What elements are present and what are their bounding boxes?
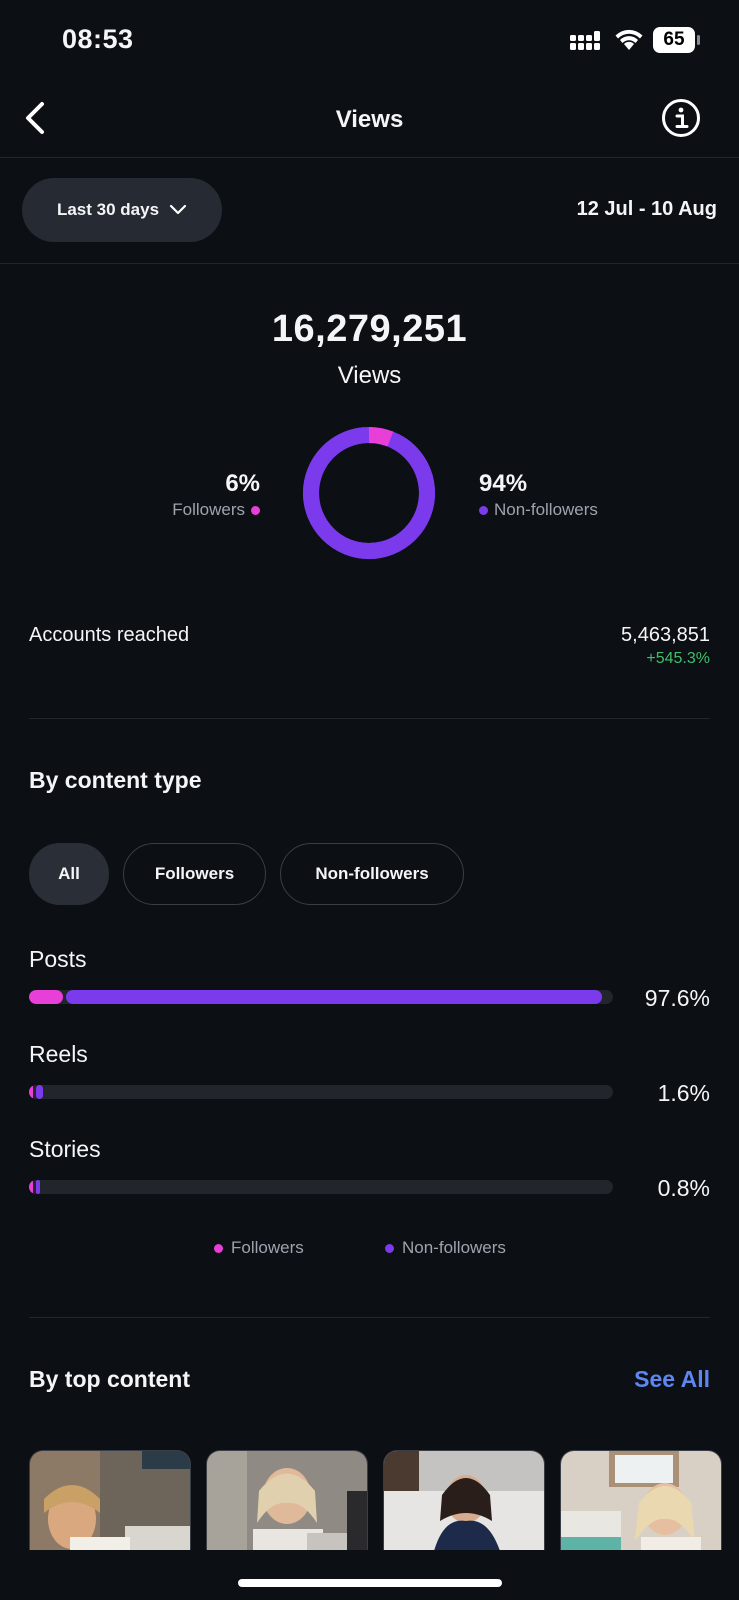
- date-range-text: 12 Jul - 10 Aug: [576, 198, 717, 220]
- followers-dot-icon: [251, 505, 260, 515]
- reels-label: Reels: [29, 1041, 88, 1067]
- stories-bar: [29, 1180, 613, 1194]
- stories-percent: 0.8%: [657, 1175, 710, 1201]
- posts-percent: 97.6%: [644, 985, 710, 1011]
- top-content-title: By top content: [29, 1366, 190, 1392]
- content-legend-non-followers-label: Non-followers: [402, 1238, 506, 1257]
- content-legend-followers: Followers: [214, 1238, 304, 1258]
- back-chevron-icon[interactable]: [18, 98, 54, 138]
- posts-bar-non-followers: [65, 990, 602, 1004]
- section-divider: [29, 1317, 710, 1318]
- filter-divider: [0, 263, 739, 264]
- status-time: 08:53: [62, 24, 134, 54]
- cellular-signal-icon: [570, 31, 600, 50]
- content-type-title: By content type: [29, 767, 202, 793]
- info-icon[interactable]: [661, 98, 701, 138]
- see-all-link[interactable]: See All: [634, 1366, 710, 1392]
- non-followers-percent: 94%: [479, 470, 528, 497]
- total-views-value: 16,279,251: [271, 308, 468, 350]
- reels-bar: [29, 1085, 613, 1099]
- non-followers-legend-label: Non-followers: [494, 500, 598, 519]
- reels-bar-non-followers: [36, 1085, 43, 1099]
- battery-icon: 65: [653, 27, 701, 53]
- header-divider: [0, 157, 739, 158]
- non-followers-dot-icon: [385, 1243, 394, 1253]
- content-legend-followers-label: Followers: [231, 1238, 304, 1257]
- home-indicator: [238, 1579, 502, 1587]
- chip-non-followers[interactable]: Non-followers: [280, 843, 464, 905]
- page-title: Views: [335, 106, 404, 133]
- top-content-thumbnail[interactable]: [560, 1450, 722, 1550]
- posts-bar: [29, 990, 613, 1004]
- top-content-thumbnail[interactable]: [206, 1450, 368, 1550]
- non-followers-dot-icon: [479, 505, 488, 515]
- date-range-dropdown[interactable]: Last 30 days: [22, 178, 222, 242]
- total-views-label: Views: [337, 362, 402, 389]
- reels-percent: 1.6%: [657, 1080, 710, 1106]
- posts-label: Posts: [29, 946, 87, 972]
- chip-all-label: All: [58, 864, 80, 883]
- chip-followers-label: Followers: [154, 864, 235, 883]
- thumbnail-image: [30, 1451, 190, 1550]
- stories-bar-followers: [29, 1180, 33, 1194]
- wifi-icon: [615, 29, 643, 50]
- chevron-down-icon: [169, 204, 187, 215]
- thumbnail-image: [384, 1451, 544, 1550]
- followers-percent: 6%: [225, 470, 260, 497]
- thumbnail-image: [207, 1451, 367, 1550]
- posts-bar-followers: [29, 990, 63, 1004]
- donut-segment-non-followers: [303, 427, 435, 559]
- accounts-reached-change: +545.3%: [646, 650, 710, 667]
- thumbnail-image: [561, 1451, 721, 1550]
- accounts-reached-label: Accounts reached: [29, 624, 190, 646]
- stories-label: Stories: [29, 1136, 101, 1162]
- followers-dot-icon: [214, 1243, 223, 1253]
- followers-legend: Followers: [172, 500, 260, 520]
- followers-legend-label: Followers: [172, 500, 245, 519]
- chip-non-followers-label: Non-followers: [315, 864, 429, 883]
- content-legend-non-followers: Non-followers: [385, 1238, 506, 1258]
- chip-all[interactable]: All: [29, 843, 109, 905]
- accounts-reached-value: 5,463,851: [621, 624, 710, 646]
- top-content-thumbnail[interactable]: [29, 1450, 191, 1550]
- date-range-dropdown-label: Last 30 days: [56, 200, 160, 219]
- non-followers-legend: Non-followers: [479, 500, 598, 520]
- stories-bar-non-followers: [36, 1180, 40, 1194]
- reels-bar-followers: [29, 1085, 33, 1099]
- audience-donut-chart: [303, 427, 435, 559]
- top-content-thumbnail[interactable]: [383, 1450, 545, 1550]
- chip-followers[interactable]: Followers: [123, 843, 266, 905]
- battery-level: 65: [663, 29, 685, 50]
- donut-segment-followers: [303, 427, 435, 559]
- section-divider: [29, 718, 710, 719]
